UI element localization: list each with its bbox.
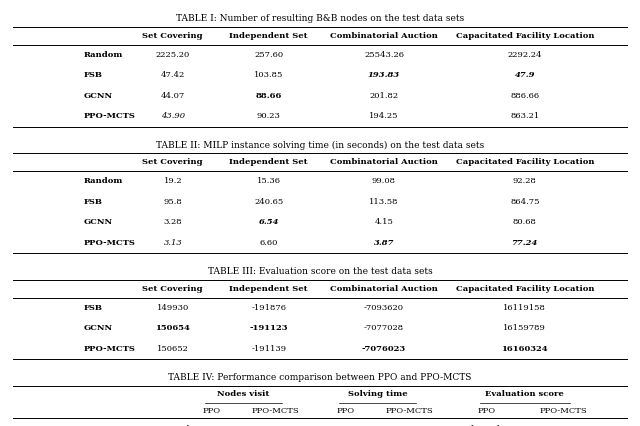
Text: 43.90: 43.90 <box>262 425 288 426</box>
Text: 150652: 150652 <box>157 345 189 353</box>
Text: 149930: 149930 <box>157 304 189 312</box>
Text: Nodes visit: Nodes visit <box>217 391 269 398</box>
Text: 240.65: 240.65 <box>254 198 284 206</box>
Text: FSB: FSB <box>83 304 102 312</box>
Text: 77.24: 77.24 <box>511 239 538 247</box>
Text: Combinatorial Auction: Combinatorial Auction <box>330 158 438 166</box>
Text: 47.9: 47.9 <box>515 72 535 79</box>
Text: Combinatorial Auction: Combinatorial Auction <box>330 32 438 40</box>
Text: Set Covering: Set Covering <box>143 285 203 293</box>
Text: Capacitated Facility Location: Capacitated Facility Location <box>456 32 594 40</box>
Text: 16160324: 16160324 <box>502 345 548 353</box>
Text: Solving time: Solving time <box>348 391 408 398</box>
Text: Independent Set: Independent Set <box>230 158 308 166</box>
Text: 88.66: 88.66 <box>255 92 282 100</box>
Text: 80.68: 80.68 <box>513 219 537 226</box>
Text: GCNN: GCNN <box>83 325 113 332</box>
Text: 150651: 150651 <box>470 425 502 426</box>
Text: -7077028: -7077028 <box>364 325 404 332</box>
Text: 3.87: 3.87 <box>374 239 394 247</box>
Text: 150652: 150652 <box>546 425 580 426</box>
Text: 201.82: 201.82 <box>369 92 399 100</box>
Text: Independent Set: Independent Set <box>230 32 308 40</box>
Text: 3.13: 3.13 <box>399 425 420 426</box>
Text: 90.23: 90.23 <box>257 112 281 120</box>
Text: FSB: FSB <box>83 72 102 79</box>
Text: Combinatorial Auction: Combinatorial Auction <box>330 285 438 293</box>
Text: Set Covering: Set Covering <box>141 425 202 426</box>
Text: 193.83: 193.83 <box>368 72 400 79</box>
Text: 2225.20: 2225.20 <box>156 51 190 59</box>
Text: -191876: -191876 <box>252 304 286 312</box>
Text: 44.07: 44.07 <box>161 92 185 100</box>
Text: 92.28: 92.28 <box>513 178 537 185</box>
Text: PPO-MCTS: PPO-MCTS <box>83 112 135 120</box>
Text: PPO: PPO <box>477 407 495 414</box>
Text: 16159789: 16159789 <box>504 325 546 332</box>
Text: Evaluation score: Evaluation score <box>485 391 564 398</box>
Text: PPO: PPO <box>337 407 355 414</box>
Text: PPO-MCTS: PPO-MCTS <box>83 345 135 353</box>
Text: TABLE I: Number of resulting B&B nodes on the test data sets: TABLE I: Number of resulting B&B nodes o… <box>176 14 464 23</box>
Text: 3.13: 3.13 <box>163 239 182 247</box>
Text: Independent Set: Independent Set <box>230 285 308 293</box>
Text: 57.68: 57.68 <box>199 425 223 426</box>
Text: 3.28: 3.28 <box>163 219 182 226</box>
Text: Set Covering: Set Covering <box>143 32 203 40</box>
Text: Capacitated Facility Location: Capacitated Facility Location <box>456 158 594 166</box>
Text: 864.75: 864.75 <box>510 198 540 206</box>
Text: 194.25: 194.25 <box>369 112 399 120</box>
Text: -7093620: -7093620 <box>364 304 404 312</box>
Text: 150654: 150654 <box>156 325 190 332</box>
Text: 886.66: 886.66 <box>510 92 540 100</box>
Text: 6.60: 6.60 <box>260 239 278 247</box>
Text: 2292.24: 2292.24 <box>508 51 542 59</box>
Text: 47.42: 47.42 <box>161 72 185 79</box>
Text: Capacitated Facility Location: Capacitated Facility Location <box>456 285 594 293</box>
Text: Random: Random <box>83 51 123 59</box>
Text: 113.58: 113.58 <box>369 198 399 206</box>
Text: GCNN: GCNN <box>83 219 113 226</box>
Text: 4.15: 4.15 <box>374 219 394 226</box>
Text: 3.52: 3.52 <box>336 425 355 426</box>
Text: PPO-MCTS: PPO-MCTS <box>540 407 587 414</box>
Text: 95.8: 95.8 <box>163 198 182 206</box>
Text: 863.21: 863.21 <box>510 112 540 120</box>
Text: Random: Random <box>83 178 123 185</box>
Text: PPO: PPO <box>202 407 220 414</box>
Text: 43.90: 43.90 <box>161 112 185 120</box>
Text: Set Covering: Set Covering <box>143 158 203 166</box>
Text: 103.85: 103.85 <box>254 72 284 79</box>
Text: PPO-MCTS: PPO-MCTS <box>386 407 433 414</box>
Text: TABLE III: Evaluation score on the test data sets: TABLE III: Evaluation score on the test … <box>207 267 433 276</box>
Text: -191123: -191123 <box>250 325 288 332</box>
Text: TABLE II: MILP instance solving time (in seconds) on the test data sets: TABLE II: MILP instance solving time (in… <box>156 141 484 150</box>
Text: 99.08: 99.08 <box>372 178 396 185</box>
Text: GCNN: GCNN <box>83 92 113 100</box>
Text: 16119158: 16119158 <box>504 304 546 312</box>
Text: -7076023: -7076023 <box>362 345 406 353</box>
Text: 15.36: 15.36 <box>257 178 281 185</box>
Text: PPO-MCTS: PPO-MCTS <box>83 239 135 247</box>
Text: -191139: -191139 <box>252 345 286 353</box>
Text: FSB: FSB <box>83 198 102 206</box>
Text: TABLE IV: Performance comparison between PPO and PPO-MCTS: TABLE IV: Performance comparison between… <box>168 373 472 383</box>
Text: 6.54: 6.54 <box>259 219 279 226</box>
Text: 257.60: 257.60 <box>254 51 284 59</box>
Text: 19.2: 19.2 <box>163 178 182 185</box>
Text: PPO-MCTS: PPO-MCTS <box>252 407 299 414</box>
Text: 25543.26: 25543.26 <box>364 51 404 59</box>
